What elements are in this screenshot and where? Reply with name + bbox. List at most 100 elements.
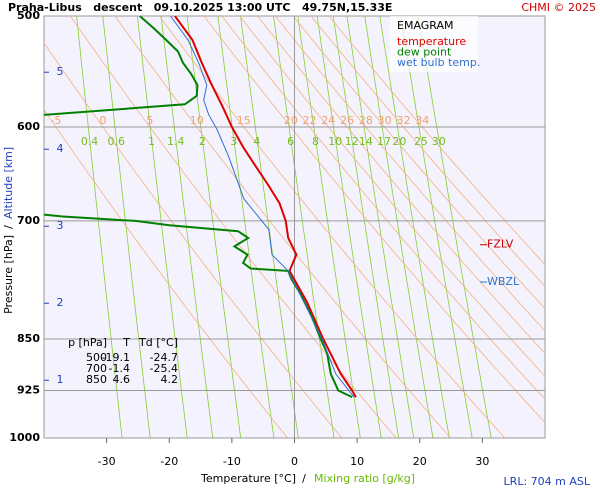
adiabat-label: 10 xyxy=(190,114,204,127)
profiles xyxy=(44,16,357,399)
legend-title: EMAGRAM xyxy=(397,19,454,32)
x-tick-label: -30 xyxy=(98,455,116,468)
x-tick-label: 30 xyxy=(475,455,489,468)
adiabat-label: 30 xyxy=(378,114,392,127)
mixing-ratio-line xyxy=(273,16,335,438)
mixing-ratio-line xyxy=(379,16,450,438)
profile-line xyxy=(174,16,357,398)
adiabat-line xyxy=(203,16,545,424)
mixing-ratio-label: 0.4 xyxy=(81,135,99,148)
mixing-ratio-line xyxy=(186,16,242,438)
table-cell: -1.4 xyxy=(109,362,130,375)
adiabat-label: 24 xyxy=(321,114,335,127)
adiabat-line xyxy=(310,16,545,287)
y2-tick-label: 4 xyxy=(57,142,64,155)
table-header: T xyxy=(122,336,130,349)
adiabat-line xyxy=(159,16,506,438)
mixing-ratio-label: 0.6 xyxy=(108,135,126,148)
mixing-ratio-line xyxy=(364,16,434,438)
footnote: LRL: 704 m ASL xyxy=(504,475,591,488)
y-tick-label: 700 xyxy=(17,214,40,227)
mixing-ratio-line xyxy=(400,16,473,438)
adiabat-line xyxy=(328,16,545,266)
table-cell: -24.7 xyxy=(150,351,178,364)
legend-entry: wet bulb temp. xyxy=(397,56,480,69)
mixing-ratio-label: 25 xyxy=(414,135,428,148)
y2-tick-label: 3 xyxy=(57,219,64,232)
x2-axis-label: Mixing ratio [g/kg] xyxy=(314,472,415,485)
mixing-ratio-label: 12 xyxy=(345,135,359,148)
adiabat-line xyxy=(221,16,545,400)
legend-box xyxy=(390,16,478,72)
table-header: p [hPa] xyxy=(68,336,107,349)
x-tick-label: -10 xyxy=(223,455,241,468)
adiabat-line xyxy=(292,16,545,310)
adiabat-line xyxy=(44,109,288,438)
mixing-ratio-label: 17 xyxy=(377,135,391,148)
background-lines xyxy=(44,16,545,438)
mixing-ratio-label: 10 xyxy=(328,135,342,148)
x-axis-label: Temperature [°C] xyxy=(200,472,296,485)
table-cell: 4.6 xyxy=(113,373,131,386)
table-cell: -25.4 xyxy=(150,362,178,375)
y2-tick-label: 1 xyxy=(57,373,64,386)
mixing-ratio-label: 30 xyxy=(432,135,446,148)
mixing-ratio-label: 6 xyxy=(287,135,294,148)
mixing-ratio-line xyxy=(160,16,214,438)
x-tick-label: -20 xyxy=(160,455,178,468)
mixing-ratio-line xyxy=(137,16,188,438)
mixing-ratio-label: 3 xyxy=(230,135,237,148)
legend-entry: temperature xyxy=(397,35,466,48)
adiabat-line xyxy=(114,16,451,438)
mixing-ratio-line xyxy=(76,16,123,438)
x-tick-label: 20 xyxy=(413,455,427,468)
adiabat-label: 20 xyxy=(284,114,298,127)
chart-title: Praha-Libus descent 09.10.2025 13:00 UTC… xyxy=(8,1,392,14)
level-label: WBZL xyxy=(487,275,520,288)
level-label: FZLV xyxy=(487,238,514,251)
y-tick-label: 500 xyxy=(17,9,40,22)
mixing-ratio-label: 14 xyxy=(359,135,373,148)
y-tick-label: 850 xyxy=(17,332,40,345)
mixing-ratio-line xyxy=(297,16,361,438)
adiabat-label: 15 xyxy=(237,114,251,127)
profile-line xyxy=(170,16,355,398)
adiabat-line xyxy=(275,16,545,332)
y-axis-label: Pressure [hPa] xyxy=(2,235,15,314)
adiabat-label: 26 xyxy=(340,114,354,127)
adiabat-line xyxy=(257,16,545,355)
mixing-ratio-label: 4 xyxy=(253,135,260,148)
adiabat-label: 22 xyxy=(303,114,317,127)
adiabat-label: 5 xyxy=(146,114,153,127)
adiabat-label: 34 xyxy=(415,114,429,127)
label-separator: / xyxy=(2,225,15,229)
y-tick-label: 925 xyxy=(17,384,40,397)
table-cell: -19.1 xyxy=(102,351,130,364)
mixing-ratio-line xyxy=(417,16,492,438)
table-cell: 700 xyxy=(86,362,107,375)
credit: CHMI © 2025 xyxy=(521,1,596,14)
mixing-ratio-line xyxy=(316,16,382,438)
adiabat-line xyxy=(44,42,343,438)
y2-tick-label: 2 xyxy=(57,296,64,309)
adiabat-label: 0 xyxy=(99,114,106,127)
y2-tick-label: 5 xyxy=(57,65,64,78)
adiabat-line xyxy=(69,16,397,438)
mixing-ratio-label: 1 xyxy=(148,135,155,148)
adiabat-label: 32 xyxy=(396,114,410,127)
mixing-ratio-label: 20 xyxy=(392,135,406,148)
mixing-ratio-line xyxy=(332,16,400,438)
adiabat-label: -5 xyxy=(50,114,61,127)
y-tick-label: 600 xyxy=(17,120,40,133)
y2-axis-label: Altitude [km] xyxy=(2,147,15,219)
table-cell: 850 xyxy=(86,373,107,386)
mixing-ratio-label: 8 xyxy=(312,135,319,148)
mixing-ratio-line xyxy=(240,16,299,438)
y-tick-label: 1000 xyxy=(9,431,40,444)
mixing-ratio-label: 2 xyxy=(199,135,206,148)
x-tick-label: 0 xyxy=(291,455,298,468)
mixing-ratio-label: 1.4 xyxy=(167,135,185,148)
legend-entry: dew point xyxy=(397,46,452,59)
table-cell: 4.2 xyxy=(161,373,179,386)
